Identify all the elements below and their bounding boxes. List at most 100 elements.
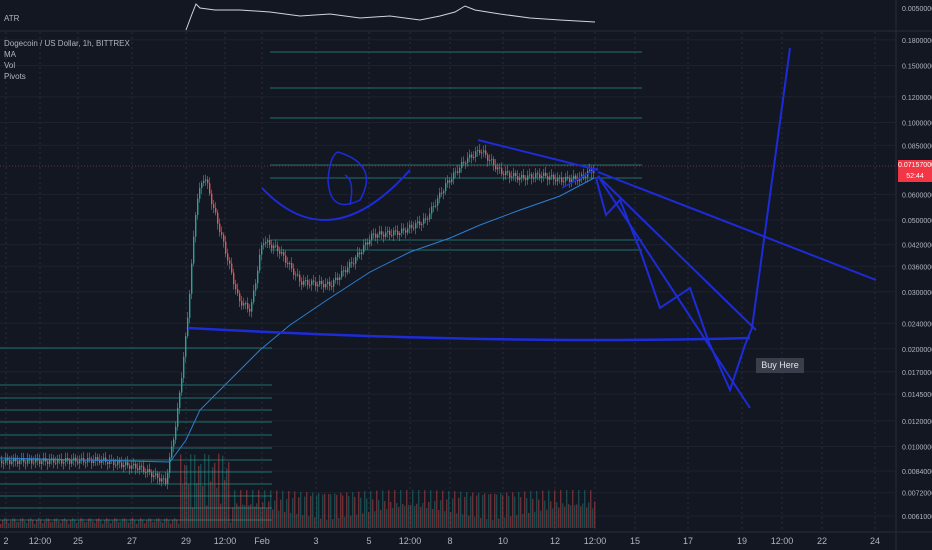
- candle-body: [259, 254, 261, 271]
- volume-bar: [32, 520, 34, 528]
- volume-bar: [370, 490, 372, 528]
- candle-body: [377, 234, 379, 238]
- candle-body: [165, 478, 167, 484]
- volume-bar: [364, 491, 366, 528]
- buy-here-annotation[interactable]: Buy Here: [756, 358, 804, 373]
- candle-body: [397, 230, 399, 235]
- candle-body: [93, 460, 95, 464]
- candle-body: [549, 176, 551, 180]
- volume-bar: [544, 500, 546, 528]
- volume-bar: [102, 523, 104, 528]
- wedge-lower-line-drawing: [597, 175, 751, 409]
- candle-body: [347, 267, 349, 273]
- descending-resistance-drawing: [597, 171, 877, 281]
- volume-bar: [186, 465, 188, 528]
- volume-bar: [578, 490, 580, 528]
- candle-body: [419, 221, 421, 225]
- candle-body: [181, 377, 183, 393]
- volume-bar: [570, 505, 572, 528]
- volume-bar: [590, 490, 592, 528]
- candle-body: [333, 280, 335, 287]
- volume-bar: [104, 519, 106, 528]
- candle-body: [11, 461, 13, 464]
- volume-bar: [586, 507, 588, 528]
- volume-bar: [548, 490, 550, 528]
- candle-body: [101, 459, 103, 464]
- volume-bar: [178, 523, 180, 528]
- candle-body: [113, 459, 115, 465]
- candle-body: [267, 240, 269, 242]
- candle-body: [593, 170, 595, 173]
- candle-body: [353, 263, 355, 265]
- volume-bar: [140, 518, 142, 528]
- indicator-pivots[interactable]: Pivots: [4, 72, 26, 81]
- volume-bar: [298, 497, 300, 528]
- volume-bar: [552, 508, 554, 528]
- volume-bar: [52, 521, 54, 528]
- volume-bar: [428, 501, 430, 528]
- candle-body: [71, 460, 73, 464]
- volume-bar: [402, 503, 404, 528]
- support-line-drawing: [187, 326, 751, 342]
- volume-bar: [508, 495, 510, 528]
- candle-body: [539, 174, 541, 178]
- volume-bar: [194, 454, 196, 528]
- candle-body: [339, 277, 341, 280]
- candle-body: [31, 459, 33, 464]
- symbol-title[interactable]: Dogecoin / US Dollar, 1h, BITTREX: [4, 39, 130, 48]
- volume-bar: [342, 495, 344, 528]
- candle-body: [441, 192, 443, 194]
- x-tick-label: 22: [817, 536, 827, 546]
- candle-body: [41, 461, 43, 464]
- volume-bar: [64, 518, 66, 528]
- volume-bar: [376, 490, 378, 528]
- candle-body: [89, 457, 91, 459]
- candle-body: [373, 233, 375, 235]
- volume-bar: [434, 501, 436, 528]
- volume-bar: [28, 519, 30, 528]
- volume-bar: [538, 499, 540, 528]
- candle-body: [521, 174, 523, 178]
- candle-body: [375, 234, 377, 238]
- candle-body: [433, 205, 435, 207]
- candle-body: [387, 230, 389, 233]
- candle-body: [427, 218, 429, 220]
- candle-body: [409, 224, 411, 229]
- indicator-vol[interactable]: Vol: [4, 61, 16, 70]
- indicator-ma[interactable]: MA: [4, 50, 16, 59]
- candle-body: [137, 468, 139, 470]
- volume-bar: [210, 481, 212, 528]
- candle-body: [7, 458, 9, 460]
- candle-body: [305, 280, 307, 282]
- candle-body: [21, 458, 23, 461]
- volume-bar: [156, 518, 158, 528]
- y-tick-label: 0.05000000: [902, 218, 932, 225]
- candle-body: [535, 173, 537, 178]
- y-tick-label: 0.01000000: [902, 444, 932, 451]
- upper-trendline-drawing: [477, 139, 599, 171]
- volume-bar: [406, 490, 408, 528]
- candle-body: [581, 174, 583, 178]
- volume-bar: [494, 493, 496, 528]
- candle-body: [563, 181, 565, 183]
- volume-bar: [410, 504, 412, 528]
- candle-body: [553, 174, 555, 180]
- volume-bar: [324, 493, 326, 528]
- candle-body: [529, 174, 531, 176]
- volume-bar: [488, 494, 490, 528]
- volume-bar: [302, 515, 304, 528]
- y-tick-label: 0.06000000: [902, 192, 932, 199]
- candle-body: [367, 242, 369, 245]
- candle-body: [281, 252, 283, 254]
- candle-body: [351, 262, 353, 264]
- volume-bar: [226, 468, 228, 528]
- candle-body: [451, 179, 453, 183]
- candle-body: [249, 309, 251, 312]
- candle-body: [231, 263, 233, 273]
- volume-bar: [546, 509, 548, 528]
- volume-bar: [350, 515, 352, 528]
- candle-body: [79, 459, 81, 464]
- candle-body: [379, 231, 381, 235]
- volume-bar: [110, 523, 112, 528]
